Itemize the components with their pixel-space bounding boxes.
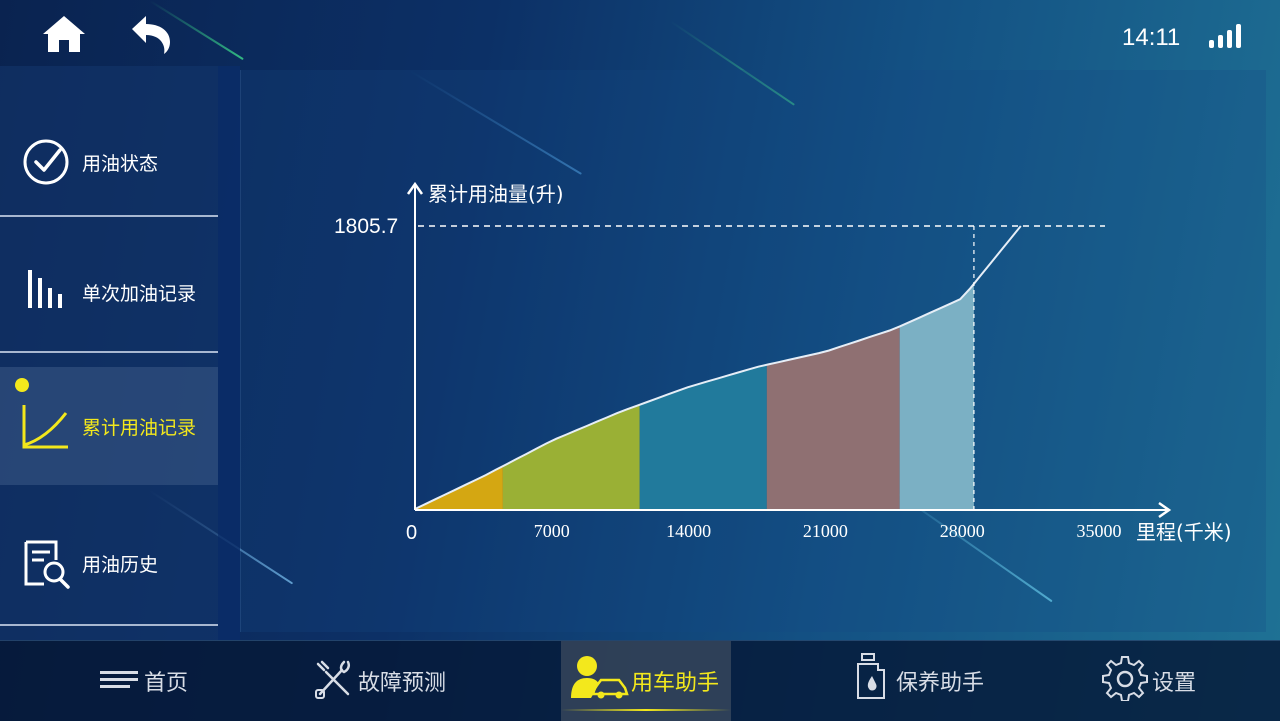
x-tick-label: 28000 (940, 521, 985, 541)
sidebar-item-label: 用油历史 (82, 554, 159, 576)
x-tick-label: 21000 (803, 521, 848, 541)
bar-chart-icon (28, 270, 62, 308)
tab-label: 首页 (144, 671, 189, 696)
origin-label: 0 (406, 522, 417, 544)
divider (0, 351, 218, 353)
sidebar-item-fuel-status[interactable]: 用油状态 (0, 96, 218, 226)
sidebar-item-label: 用油状态 (82, 153, 159, 175)
tab-home[interactable]: 首页 (96, 641, 206, 721)
x-axis-arrow (1158, 501, 1172, 519)
sidebar-item-label: 累计用油记录 (82, 417, 197, 439)
area-segment-5 (899, 283, 974, 509)
area-segment-4 (766, 326, 900, 509)
cumulative-fuel-chart: 累计用油量(升) 1805.7 0 7000 14000 21000 28000 350… (334, 181, 1232, 544)
sidebar-item-cumulative-fuel[interactable]: 累计用油记录 (0, 367, 218, 485)
chart-panel (240, 70, 1266, 632)
area-segment-2 (502, 404, 640, 509)
gear-icon (1102, 656, 1148, 701)
home-icon (43, 16, 85, 52)
line-chart-icon (22, 405, 68, 449)
cumulative-curve (414, 225, 1022, 510)
divider (0, 624, 218, 626)
clock: 14:11 (1122, 24, 1181, 51)
tab-label: 故障预测 (358, 671, 447, 696)
bottom-nav-bar: 首页 故障预测 用车助手 保养助手 设置 (0, 640, 1280, 721)
max-value-label: 1805.7 (334, 215, 398, 238)
area-segment-1 (415, 466, 503, 509)
home-lines-icon (100, 671, 138, 688)
sidebar-item-fuel-history[interactable]: 用油历史 (0, 496, 218, 626)
tab-fault-prediction[interactable]: 故障预测 (312, 641, 462, 721)
sidebar-edge (218, 66, 240, 640)
y-axis-label: 累计用油量(升) (428, 182, 564, 206)
driver-car-icon (571, 656, 629, 699)
tab-maintenance-assistant[interactable]: 保养助手 (852, 641, 1002, 721)
tab-label: 保养助手 (896, 671, 985, 696)
y-axis-arrow (406, 181, 424, 195)
home-button[interactable] (40, 12, 88, 56)
area-segment-3 (639, 364, 767, 509)
x-tick-label: 7000 (534, 521, 570, 541)
back-button[interactable] (128, 12, 176, 56)
document-search-icon (24, 540, 70, 589)
divider (0, 215, 218, 217)
sidebar-item-single-refuel[interactable]: 单次加油记录 (0, 226, 218, 356)
tools-icon (315, 660, 351, 699)
tab-label: 用车助手 (631, 671, 720, 696)
check-circle-icon (23, 139, 69, 185)
tab-label: 设置 (1152, 671, 1197, 696)
back-arrow-icon (132, 16, 170, 54)
sidebar-item-label: 单次加油记录 (82, 283, 197, 305)
oil-bottle-icon (857, 653, 885, 699)
tab-settings[interactable]: 设置 (1100, 641, 1210, 721)
signal-strength-icon (1209, 24, 1241, 48)
tab-driving-assistant[interactable]: 用车助手 (561, 641, 731, 721)
active-tab-underline (561, 709, 731, 711)
top-bar: 14:11 (0, 0, 1280, 66)
x-axis-label: 里程(千米) (1136, 520, 1232, 544)
x-tick-label: 35000 (1077, 521, 1122, 541)
x-tick-label: 14000 (666, 521, 711, 541)
active-indicator-dot (15, 378, 29, 392)
